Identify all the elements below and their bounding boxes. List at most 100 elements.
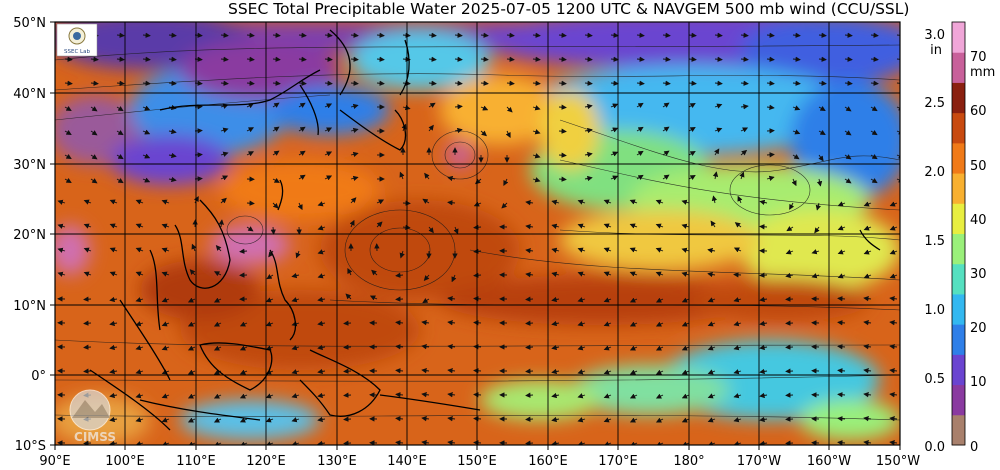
wind-arrow [662, 174, 670, 180]
wind-arrow [584, 175, 593, 182]
wind-arrow [603, 321, 612, 327]
wind-arrow [345, 293, 352, 300]
wind-arrow [116, 32, 125, 38]
wind-arrow [142, 105, 151, 111]
wind-arrow [451, 274, 457, 283]
wind-arrow [506, 32, 515, 38]
wind-arrow [837, 296, 846, 302]
wind-arrow [109, 440, 118, 445]
wind-arrow [317, 368, 326, 375]
wind-arrow [142, 56, 151, 62]
wind-arrow [577, 247, 586, 253]
wind-arrow [681, 369, 690, 375]
wind-arrow [655, 417, 664, 423]
wind-arrow [317, 392, 326, 399]
wind-arrow [317, 416, 326, 423]
wind-arrow [759, 416, 768, 423]
wind-arrow [266, 274, 274, 280]
wind-arrow [610, 32, 619, 38]
wind-arrow [57, 199, 66, 205]
inch-tick: 0.5 [924, 372, 945, 387]
wind-arrow [428, 56, 437, 62]
wind-arrow [629, 223, 638, 229]
lon-label: 140°E [387, 454, 427, 469]
wind-arrow [246, 127, 254, 133]
wind-arrow [681, 223, 690, 229]
wind-arrow [376, 221, 383, 228]
wind-arrow [83, 271, 92, 277]
wind-arrow [90, 80, 99, 86]
wind-arrow [889, 201, 898, 207]
wind-arrow [525, 296, 534, 302]
wind-arrow [844, 106, 852, 112]
wind-arrow [837, 392, 846, 398]
wind-arrow [603, 369, 612, 375]
wind-arrow [142, 80, 151, 86]
wind-arrow [220, 151, 229, 157]
wind-arrow [480, 80, 489, 86]
wind-arrow [246, 151, 254, 157]
wind-arrow [447, 368, 456, 374]
wind-arrow [317, 201, 326, 207]
wind-arrow [863, 439, 872, 445]
wind-arrow [577, 199, 586, 205]
wind-arrow [551, 392, 560, 399]
wind-arrow [343, 416, 352, 422]
wind-arrow [473, 272, 482, 278]
wind-arrow [681, 345, 690, 351]
wind-arrow [350, 197, 357, 204]
wind-arrow [603, 393, 612, 399]
wind-arrow [766, 32, 775, 38]
cimss-logo: CIMSS [69, 389, 116, 444]
wind-arrow [324, 175, 333, 181]
wind-arrow [714, 80, 723, 86]
wind-arrow [447, 392, 456, 398]
wind-arrow [837, 344, 846, 350]
colorbar-segment [952, 384, 965, 416]
wind-arrow [161, 271, 170, 277]
wind-arrow [844, 32, 853, 38]
wind-arrow [603, 271, 612, 277]
wind-arrow [350, 56, 359, 62]
wind-arrow [681, 199, 690, 205]
inch-tick: 2.5 [924, 96, 945, 111]
lon-label: 160°E [528, 454, 568, 469]
wind-arrow [376, 56, 385, 62]
wind-arrow [889, 368, 898, 374]
wind-arrow [766, 56, 775, 62]
wind-arrow [759, 199, 768, 206]
mm-tick: 60 [970, 104, 987, 119]
wind-arrow [291, 272, 300, 279]
wind-arrow [688, 127, 696, 133]
wind-arrow [272, 177, 280, 183]
wind-arrow [688, 103, 696, 109]
wind-arrow [681, 417, 690, 423]
wind-arrow [317, 273, 326, 279]
wind-arrow [525, 223, 534, 230]
wind-arrow [272, 202, 279, 209]
wind-arrow [733, 369, 742, 375]
wind-arrow [142, 129, 151, 135]
wind-arrow [714, 32, 723, 38]
wind-arrow [525, 320, 534, 326]
wind-arrow [662, 32, 671, 38]
wind-arrow [792, 32, 801, 38]
wind-arrow [889, 440, 898, 445]
wind-arrow [213, 345, 222, 351]
wind-arrow [109, 416, 118, 423]
wind-arrow [109, 344, 118, 351]
wind-arrow [863, 249, 872, 255]
wind-arrow [532, 105, 541, 111]
wind-arrow [343, 440, 352, 445]
wind-arrow [740, 149, 748, 156]
wind-arrow [506, 80, 515, 86]
wind-arrow [558, 104, 567, 110]
wind-arrow [90, 106, 98, 112]
wind-arrow [480, 105, 489, 111]
wind-arrow [399, 171, 405, 180]
wind-arrow [844, 56, 853, 62]
wind-arrow [896, 153, 900, 159]
lon-label: 150°W [876, 454, 920, 469]
wind-arrow [733, 272, 742, 278]
wind-arrow [688, 175, 696, 181]
